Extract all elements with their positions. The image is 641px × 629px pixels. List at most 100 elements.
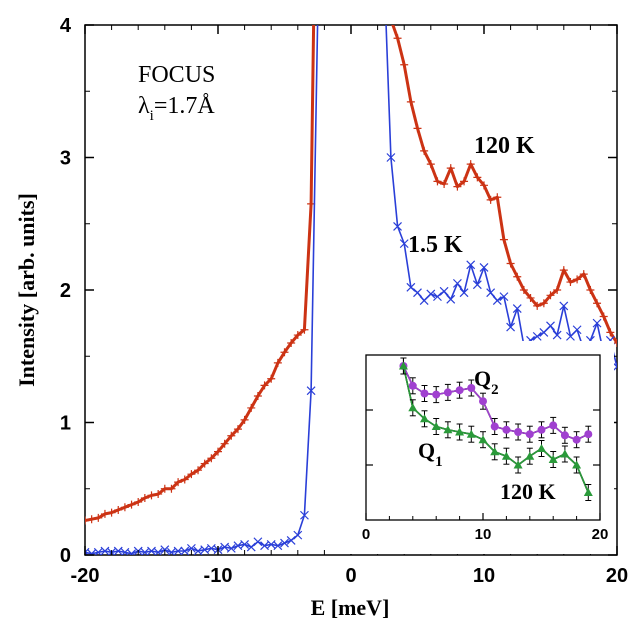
instrument-label: FOCUS [138,62,215,88]
data-point-120-k [280,348,289,357]
data-point-120-k [413,124,422,133]
data-point-120-k [267,374,276,383]
data-point-1-5-k [306,386,316,396]
data-point-120-k [384,8,392,16]
data-point-1-5-k [286,536,296,545]
data-point-1-5-k [433,292,442,302]
x-tick-label: -20 [71,565,100,587]
data-point-120-k [573,275,582,284]
series-label-1-5k: 1.5 K [408,232,463,258]
x-tick-label: -10 [204,565,233,587]
data-point-1-5-k [452,278,462,288]
data-point-1-5-k [127,549,136,555]
inset-point-q2 [572,435,581,444]
data-point-1-5-k [167,547,176,555]
data-point-1-5-k [180,546,190,555]
inset-point-q2 [420,389,429,398]
data-point-1-5-k [173,546,183,555]
data-point-1-5-k [226,543,236,553]
data-point-1-5-k [446,294,456,304]
data-point-120-k [460,177,469,186]
data-point-120-k [586,286,595,294]
data-point-1-5-k [300,510,309,520]
data-point-120-k [120,503,129,512]
data-point-120-k [220,439,229,448]
data-point-120-k [480,181,488,190]
series-label-120k: 120 K [474,133,535,159]
data-point-120-k [127,500,136,509]
inset-x-tick-label: 0 [362,526,370,543]
inset-point-q1 [501,451,511,460]
data-point-120-k [310,8,318,16]
data-point-1-5-k [273,541,283,551]
data-point-1-5-k [293,530,303,540]
data-point-120-k [466,160,475,169]
lambda-subscript: i [150,108,154,124]
data-point-120-k [553,286,562,294]
data-point-1-5-k [572,325,582,335]
data-point-120-k [546,291,555,300]
inset-point-q2 [490,422,499,431]
data-point-120-k [140,494,149,503]
inset-point-q1 [455,427,465,436]
inset-point-q1 [478,435,488,444]
y-axis-title: Intensity [arb. units] [14,193,39,387]
data-point-1-5-k [240,539,250,549]
inset-point-q1 [431,422,441,430]
data-point-120-k [300,325,309,334]
lambda-symbol: λ [138,93,150,119]
data-point-120-k [433,177,442,186]
data-point-120-k [194,466,203,475]
data-point-1-5-k [479,263,489,272]
data-point-120-k [446,164,455,173]
data-point-1-5-k [612,362,617,372]
data-point-120-k [539,299,548,308]
lambda-value: =1.7Å [154,93,216,119]
y-tick-label: 0 [60,545,71,567]
inset-point-q2 [443,388,452,397]
inset-point-q2 [584,430,593,439]
data-point-1-5-k [382,8,390,16]
data-point-120-k [100,509,109,518]
data-point-120-k [293,331,302,340]
inset-point-q1 [420,414,429,423]
inset-point-q1 [583,488,593,496]
data-point-120-k [167,484,176,493]
inset-label-q2: Q2 [474,366,499,398]
inset-point-q2 [549,421,558,430]
inset-x-tick-label: 20 [592,526,609,543]
data-point-120-k [473,173,482,182]
x-tick-label: 10 [473,565,495,587]
inset-point-q1 [548,455,558,463]
data-point-1-5-k [472,280,482,290]
data-point-120-k [107,508,116,517]
data-point-120-k [260,381,269,390]
inset-point-q1 [537,444,546,452]
inset-point-q1 [443,425,453,434]
data-point-120-k [233,425,242,434]
data-point-1-5-k [492,296,502,306]
data-point-120-k [420,146,429,155]
inset-point-q2 [408,381,417,390]
inset-point-q2 [455,386,464,395]
data-point-1-5-k [87,549,97,555]
inset-point-q1 [525,451,535,460]
data-point-120-k [499,235,508,244]
inset-q2-letter: Q [474,366,491,391]
data-point-120-k [227,431,236,440]
data-point-1-5-k [393,221,402,231]
data-point-1-5-k [153,547,163,555]
data-point-1-5-k [426,289,436,299]
x-tick-label: 20 [606,565,628,587]
inset-point-q1 [398,361,408,370]
data-point-120-k [453,182,462,191]
inset-point-q1 [408,403,418,412]
inset-series-group [398,357,593,501]
data-point-120-k [247,403,256,412]
data-point-120-k [87,515,96,524]
inset-point-q1 [466,429,476,438]
inset-point-q2 [514,428,523,436]
x-axis-title: E [meV] [311,595,390,620]
